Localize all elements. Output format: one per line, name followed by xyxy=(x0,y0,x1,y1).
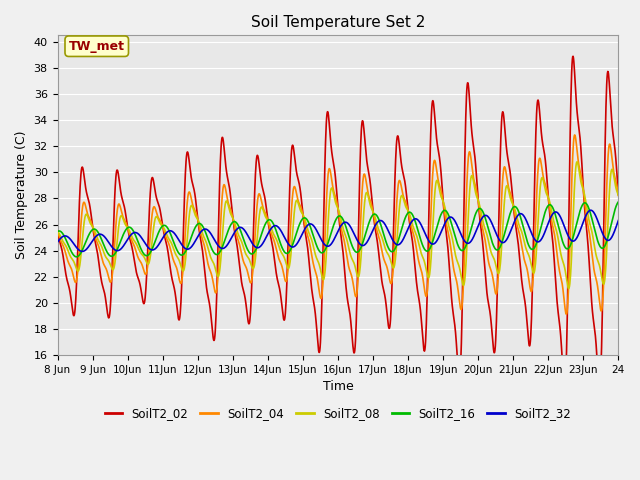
Title: Soil Temperature Set 2: Soil Temperature Set 2 xyxy=(251,15,425,30)
Y-axis label: Soil Temperature (C): Soil Temperature (C) xyxy=(15,131,28,259)
Legend: SoilT2_02, SoilT2_04, SoilT2_08, SoilT2_16, SoilT2_32: SoilT2_02, SoilT2_04, SoilT2_08, SoilT2_… xyxy=(100,402,576,425)
Text: TW_met: TW_met xyxy=(68,40,125,53)
X-axis label: Time: Time xyxy=(323,380,353,393)
